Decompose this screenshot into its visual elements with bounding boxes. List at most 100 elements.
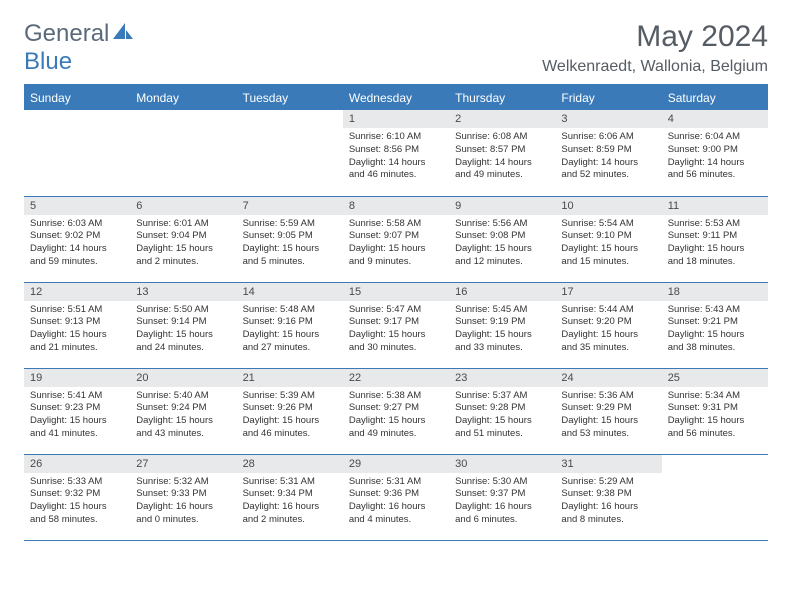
day-details: Sunrise: 5:30 AMSunset: 9:37 PMDaylight:… (449, 473, 555, 531)
day-number: 24 (555, 369, 661, 387)
day-details: Sunrise: 5:29 AMSunset: 9:38 PMDaylight:… (555, 473, 661, 531)
calendar-day-cell (130, 110, 236, 196)
calendar-day-cell: 10Sunrise: 5:54 AMSunset: 9:10 PMDayligh… (555, 196, 661, 282)
day-number: 23 (449, 369, 555, 387)
calendar-day-cell (662, 454, 768, 540)
brand-part2: Blue (24, 48, 72, 75)
day-number: 11 (662, 197, 768, 215)
day-details: Sunrise: 5:32 AMSunset: 9:33 PMDaylight:… (130, 473, 236, 531)
weekday-header: Saturday (662, 85, 768, 110)
calendar-day-cell: 9Sunrise: 5:56 AMSunset: 9:08 PMDaylight… (449, 196, 555, 282)
calendar-body: 1Sunrise: 6:10 AMSunset: 8:56 PMDaylight… (24, 110, 768, 540)
day-number: 25 (662, 369, 768, 387)
day-details: Sunrise: 5:43 AMSunset: 9:21 PMDaylight:… (662, 301, 768, 359)
calendar-day-cell: 31Sunrise: 5:29 AMSunset: 9:38 PMDayligh… (555, 454, 661, 540)
sail-icon (111, 20, 135, 48)
day-number: 20 (130, 369, 236, 387)
day-details: Sunrise: 5:39 AMSunset: 9:26 PMDaylight:… (237, 387, 343, 445)
day-details: Sunrise: 5:36 AMSunset: 9:29 PMDaylight:… (555, 387, 661, 445)
weekday-header: Tuesday (237, 85, 343, 110)
calendar-day-cell: 3Sunrise: 6:06 AMSunset: 8:59 PMDaylight… (555, 110, 661, 196)
day-details: Sunrise: 5:54 AMSunset: 9:10 PMDaylight:… (555, 215, 661, 273)
day-details: Sunrise: 5:34 AMSunset: 9:31 PMDaylight:… (662, 387, 768, 445)
day-details: Sunrise: 5:48 AMSunset: 9:16 PMDaylight:… (237, 301, 343, 359)
weekday-header-row: SundayMondayTuesdayWednesdayThursdayFrid… (24, 85, 768, 110)
day-number: 27 (130, 455, 236, 473)
day-details: Sunrise: 5:44 AMSunset: 9:20 PMDaylight:… (555, 301, 661, 359)
brand-name: GeneralBlue (24, 20, 135, 76)
day-details: Sunrise: 5:38 AMSunset: 9:27 PMDaylight:… (343, 387, 449, 445)
calendar-day-cell: 1Sunrise: 6:10 AMSunset: 8:56 PMDaylight… (343, 110, 449, 196)
calendar-day-cell: 23Sunrise: 5:37 AMSunset: 9:28 PMDayligh… (449, 368, 555, 454)
calendar-day-cell: 12Sunrise: 5:51 AMSunset: 9:13 PMDayligh… (24, 282, 130, 368)
day-number: 29 (343, 455, 449, 473)
day-number: 31 (555, 455, 661, 473)
day-details: Sunrise: 5:41 AMSunset: 9:23 PMDaylight:… (24, 387, 130, 445)
brand-part1: General (24, 20, 109, 47)
day-details: Sunrise: 6:10 AMSunset: 8:56 PMDaylight:… (343, 128, 449, 186)
day-number: 10 (555, 197, 661, 215)
calendar-day-cell: 15Sunrise: 5:47 AMSunset: 9:17 PMDayligh… (343, 282, 449, 368)
weekday-header: Wednesday (343, 85, 449, 110)
day-number: 12 (24, 283, 130, 301)
calendar-day-cell: 2Sunrise: 6:08 AMSunset: 8:57 PMDaylight… (449, 110, 555, 196)
calendar-day-cell: 8Sunrise: 5:58 AMSunset: 9:07 PMDaylight… (343, 196, 449, 282)
calendar-table: SundayMondayTuesdayWednesdayThursdayFrid… (24, 84, 768, 541)
calendar-day-cell: 19Sunrise: 5:41 AMSunset: 9:23 PMDayligh… (24, 368, 130, 454)
day-details: Sunrise: 6:08 AMSunset: 8:57 PMDaylight:… (449, 128, 555, 186)
calendar-day-cell: 27Sunrise: 5:32 AMSunset: 9:33 PMDayligh… (130, 454, 236, 540)
day-details: Sunrise: 5:31 AMSunset: 9:36 PMDaylight:… (343, 473, 449, 531)
day-details: Sunrise: 5:50 AMSunset: 9:14 PMDaylight:… (130, 301, 236, 359)
calendar-day-cell: 11Sunrise: 5:53 AMSunset: 9:11 PMDayligh… (662, 196, 768, 282)
calendar-week-row: 1Sunrise: 6:10 AMSunset: 8:56 PMDaylight… (24, 110, 768, 196)
day-number: 7 (237, 197, 343, 215)
calendar-day-cell (237, 110, 343, 196)
day-number: 13 (130, 283, 236, 301)
calendar-day-cell: 25Sunrise: 5:34 AMSunset: 9:31 PMDayligh… (662, 368, 768, 454)
day-details: Sunrise: 6:01 AMSunset: 9:04 PMDaylight:… (130, 215, 236, 273)
day-number: 4 (662, 110, 768, 128)
month-title: May 2024 (542, 20, 768, 54)
day-details: Sunrise: 6:06 AMSunset: 8:59 PMDaylight:… (555, 128, 661, 186)
calendar-week-row: 26Sunrise: 5:33 AMSunset: 9:32 PMDayligh… (24, 454, 768, 540)
day-details: Sunrise: 5:51 AMSunset: 9:13 PMDaylight:… (24, 301, 130, 359)
day-details: Sunrise: 5:58 AMSunset: 9:07 PMDaylight:… (343, 215, 449, 273)
calendar-day-cell (24, 110, 130, 196)
day-number: 21 (237, 369, 343, 387)
calendar-day-cell: 17Sunrise: 5:44 AMSunset: 9:20 PMDayligh… (555, 282, 661, 368)
day-details: Sunrise: 5:45 AMSunset: 9:19 PMDaylight:… (449, 301, 555, 359)
location: Welkenraedt, Wallonia, Belgium (542, 58, 768, 76)
day-details: Sunrise: 5:59 AMSunset: 9:05 PMDaylight:… (237, 215, 343, 273)
day-number: 9 (449, 197, 555, 215)
day-details: Sunrise: 5:47 AMSunset: 9:17 PMDaylight:… (343, 301, 449, 359)
calendar-day-cell: 6Sunrise: 6:01 AMSunset: 9:04 PMDaylight… (130, 196, 236, 282)
calendar-day-cell: 26Sunrise: 5:33 AMSunset: 9:32 PMDayligh… (24, 454, 130, 540)
day-number: 26 (24, 455, 130, 473)
day-details: Sunrise: 5:56 AMSunset: 9:08 PMDaylight:… (449, 215, 555, 273)
header: GeneralBlue May 2024 Welkenraedt, Wallon… (24, 20, 768, 76)
calendar-day-cell: 14Sunrise: 5:48 AMSunset: 9:16 PMDayligh… (237, 282, 343, 368)
day-details: Sunrise: 5:31 AMSunset: 9:34 PMDaylight:… (237, 473, 343, 531)
brand-logo: GeneralBlue (24, 20, 135, 76)
day-number: 22 (343, 369, 449, 387)
day-details: Sunrise: 6:04 AMSunset: 9:00 PMDaylight:… (662, 128, 768, 186)
day-number: 1 (343, 110, 449, 128)
day-number: 30 (449, 455, 555, 473)
calendar-day-cell: 7Sunrise: 5:59 AMSunset: 9:05 PMDaylight… (237, 196, 343, 282)
day-number: 15 (343, 283, 449, 301)
day-details: Sunrise: 5:33 AMSunset: 9:32 PMDaylight:… (24, 473, 130, 531)
weekday-header: Friday (555, 85, 661, 110)
calendar-day-cell: 5Sunrise: 6:03 AMSunset: 9:02 PMDaylight… (24, 196, 130, 282)
calendar-day-cell: 13Sunrise: 5:50 AMSunset: 9:14 PMDayligh… (130, 282, 236, 368)
day-details: Sunrise: 5:53 AMSunset: 9:11 PMDaylight:… (662, 215, 768, 273)
day-number: 14 (237, 283, 343, 301)
day-number: 3 (555, 110, 661, 128)
calendar-day-cell: 16Sunrise: 5:45 AMSunset: 9:19 PMDayligh… (449, 282, 555, 368)
day-number: 8 (343, 197, 449, 215)
calendar-day-cell: 18Sunrise: 5:43 AMSunset: 9:21 PMDayligh… (662, 282, 768, 368)
weekday-header: Monday (130, 85, 236, 110)
title-block: May 2024 Welkenraedt, Wallonia, Belgium (542, 20, 768, 76)
day-number: 16 (449, 283, 555, 301)
calendar-day-cell: 22Sunrise: 5:38 AMSunset: 9:27 PMDayligh… (343, 368, 449, 454)
day-number: 17 (555, 283, 661, 301)
